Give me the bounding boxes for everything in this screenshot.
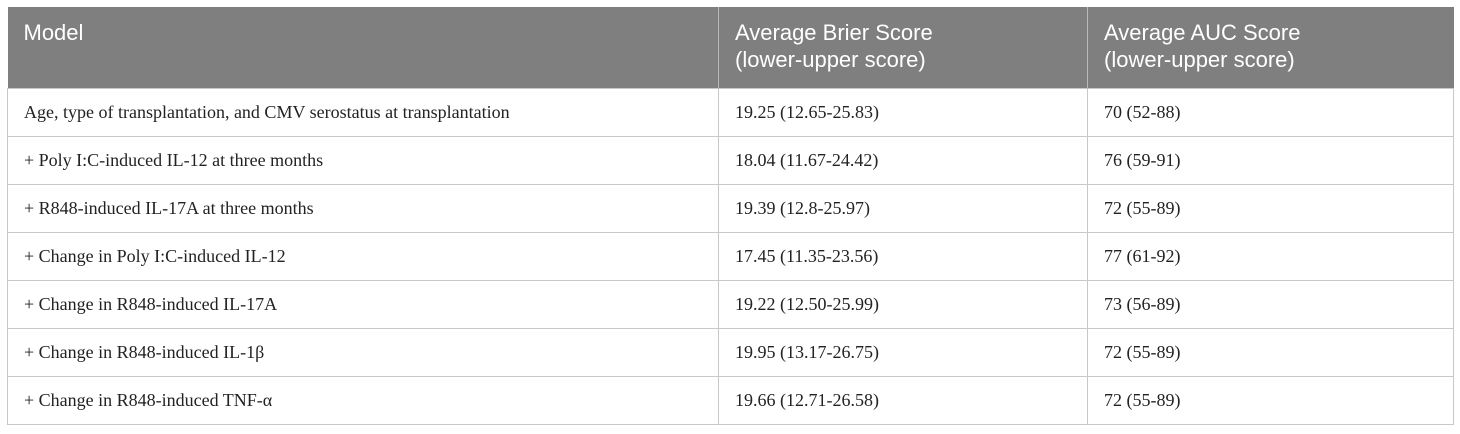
table-row: + Change in R848-induced IL-1β 19.95 (13… [7, 327, 1454, 376]
header-row: Model Average Brier Score (lower-upper s… [7, 7, 1454, 88]
header-model-line1: Model [23, 20, 84, 45]
header-auc-line1: Average AUC Score [1104, 20, 1301, 45]
cell-auc: 76 (59-91) [1087, 135, 1454, 184]
header-brier-line2: (lower-upper score) [735, 47, 926, 72]
header-model: Model [7, 7, 719, 88]
table-row: + Change in R848-induced TNF-α 19.66 (12… [7, 375, 1454, 425]
table-row: + Change in Poly I:C-induced IL-12 17.45… [7, 231, 1454, 280]
cell-model: + Change in R848-induced IL-1β [7, 327, 719, 376]
header-brier-line1: Average Brier Score [735, 20, 933, 45]
cell-model: + Change in R848-induced IL-17A [7, 279, 719, 328]
cell-auc: 72 (55-89) [1087, 183, 1454, 232]
cell-model: + Change in Poly I:C-induced IL-12 [7, 231, 719, 280]
cell-brier: 19.95 (13.17-26.75) [718, 327, 1088, 376]
cell-model: + Poly I:C-induced IL-12 at three months [7, 135, 719, 184]
cell-model: + Change in R848-induced TNF-α [7, 375, 719, 425]
cell-auc: 72 (55-89) [1087, 375, 1454, 425]
table-header: Model Average Brier Score (lower-upper s… [7, 7, 1454, 88]
cell-brier: 19.25 (12.65-25.83) [718, 87, 1088, 136]
table-row: Age, type of transplantation, and CMV se… [7, 87, 1454, 136]
table-row: + R848-induced IL-17A at three months 19… [7, 183, 1454, 232]
cell-auc: 72 (55-89) [1087, 327, 1454, 376]
cell-brier: 17.45 (11.35-23.56) [718, 231, 1088, 280]
table-row: + Poly I:C-induced IL-12 at three months… [7, 135, 1454, 184]
cell-brier: 19.22 (12.50-25.99) [718, 279, 1088, 328]
table-body: Age, type of transplantation, and CMV se… [7, 87, 1454, 425]
cell-model: Age, type of transplantation, and CMV se… [7, 87, 719, 136]
results-table-container: Model Average Brier Score (lower-upper s… [7, 7, 1454, 425]
header-auc-line2: (lower-upper score) [1104, 47, 1295, 72]
header-auc-score: Average AUC Score (lower-upper score) [1087, 7, 1454, 88]
cell-brier: 18.04 (11.67-24.42) [718, 135, 1088, 184]
model-performance-table: Model Average Brier Score (lower-upper s… [7, 7, 1454, 425]
cell-brier: 19.66 (12.71-26.58) [718, 375, 1088, 425]
cell-brier: 19.39 (12.8-25.97) [718, 183, 1088, 232]
header-brier-score: Average Brier Score (lower-upper score) [718, 7, 1088, 88]
table-row: + Change in R848-induced IL-17A 19.22 (1… [7, 279, 1454, 328]
cell-auc: 77 (61-92) [1087, 231, 1454, 280]
cell-model: + R848-induced IL-17A at three months [7, 183, 719, 232]
cell-auc: 70 (52-88) [1087, 87, 1454, 136]
cell-auc: 73 (56-89) [1087, 279, 1454, 328]
